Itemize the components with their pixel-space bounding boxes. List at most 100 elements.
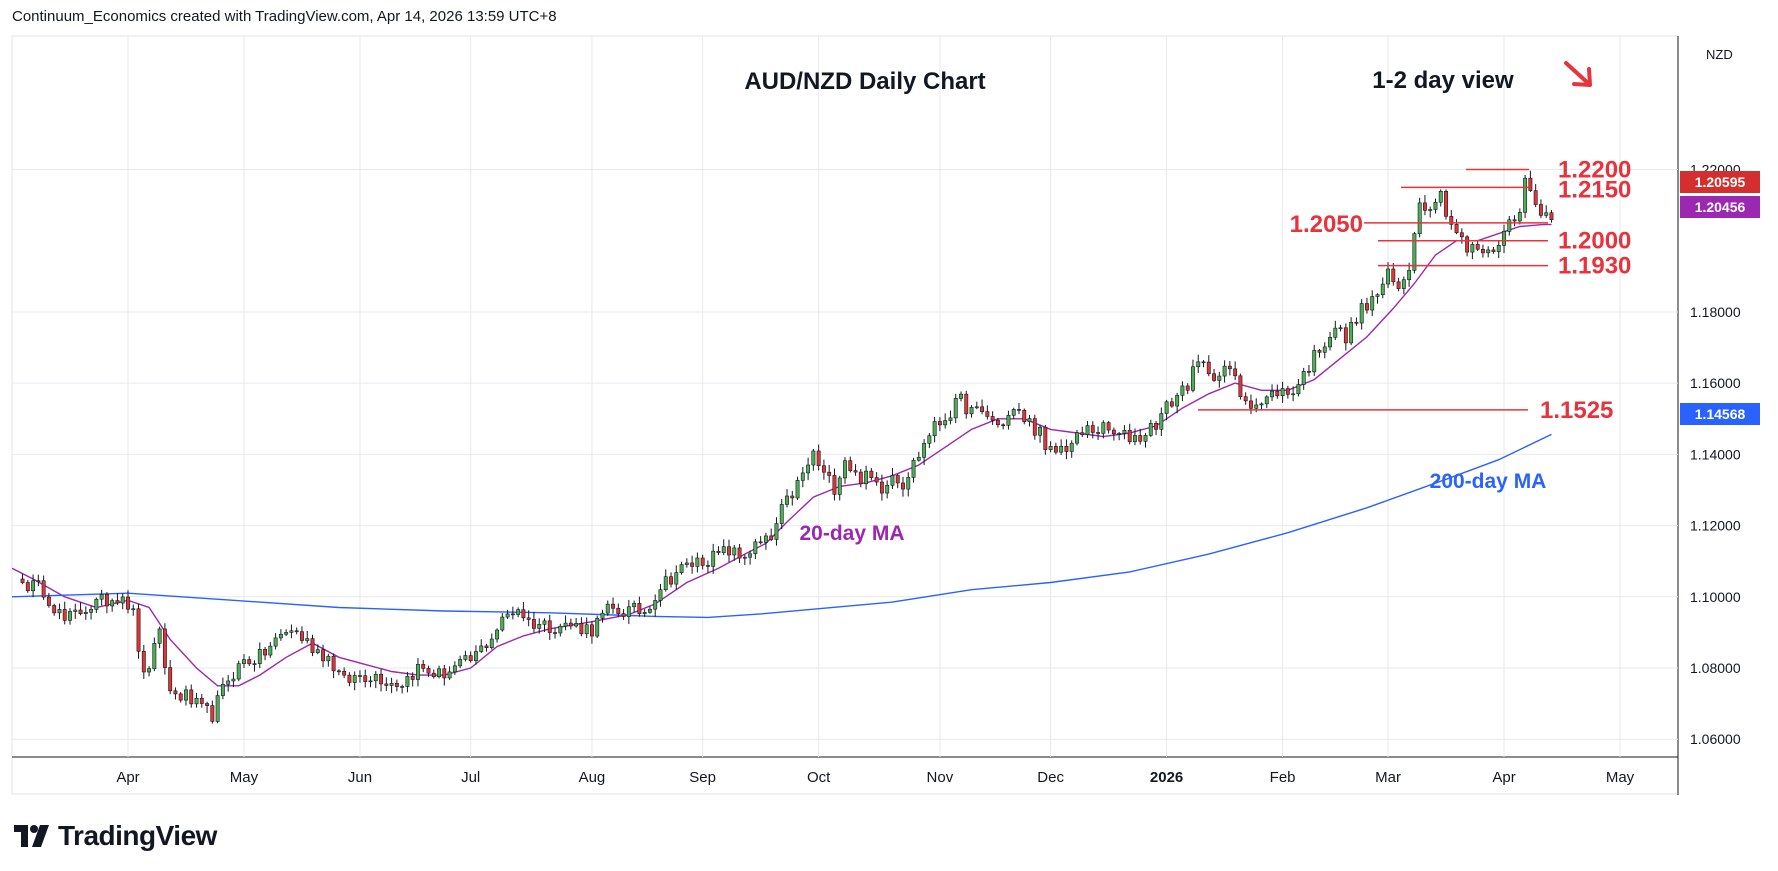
price-badge-label: 1.20456 — [1695, 199, 1746, 215]
x-tick-label: Jun — [348, 769, 372, 786]
candle-up — [663, 576, 668, 590]
candle-down — [637, 603, 642, 615]
candle-up — [194, 697, 199, 705]
candle-down — [1032, 418, 1037, 436]
candle-up — [352, 675, 357, 683]
candle-down — [1127, 429, 1132, 442]
candle-up — [890, 475, 895, 486]
candle-down — [1249, 400, 1253, 409]
candle-up — [1196, 361, 1201, 368]
candle-up — [626, 606, 631, 617]
candle-up — [1270, 390, 1274, 398]
candle-down — [1022, 410, 1027, 423]
candle-down — [937, 421, 942, 426]
candle-down — [189, 689, 194, 705]
candle-up — [1502, 231, 1506, 246]
candle-down — [41, 580, 46, 598]
candle-down — [104, 594, 109, 607]
candle-down — [616, 607, 621, 614]
candle-up — [257, 649, 262, 664]
candle-down — [1001, 424, 1006, 427]
candle-up — [1507, 219, 1512, 232]
candle-down — [985, 411, 990, 417]
candle-up — [785, 495, 789, 505]
price-axis[interactable]: 1.220001.180001.160001.140001.120001.100… — [1690, 162, 1741, 748]
candle-down — [1538, 204, 1543, 216]
level-label: 1.2150 — [1558, 176, 1631, 203]
candle-up — [779, 504, 784, 524]
x-tick-label: Oct — [807, 769, 831, 786]
candle-down — [1106, 422, 1111, 431]
time-axis[interactable]: Apr May Jun Jul Aug Sep Oct Nov Dec 2026 Feb Mar Apr… — [116, 769, 1634, 786]
candle-up — [584, 624, 589, 635]
candle-down — [421, 663, 426, 669]
x-tick-label: 2026 — [1150, 769, 1183, 786]
tradingview-logo[interactable]: TradingView — [14, 820, 217, 852]
candle-up — [885, 484, 890, 494]
candle-up — [1264, 396, 1269, 405]
candle-down — [263, 649, 267, 656]
candle-up — [600, 612, 605, 619]
candle-down — [115, 600, 120, 604]
candle-down — [901, 482, 905, 490]
candle-down — [1480, 248, 1485, 254]
candle-up — [1380, 283, 1385, 295]
candle-down — [442, 668, 447, 679]
grid — [12, 36, 1678, 757]
candle-up — [927, 435, 932, 444]
candle-down — [25, 582, 30, 592]
level-label: 1.2200 — [1558, 157, 1631, 184]
candle-up — [89, 609, 94, 613]
candle-up — [537, 624, 542, 629]
candle-down — [1285, 388, 1290, 395]
candle-up — [800, 472, 805, 481]
candle-up — [479, 645, 484, 652]
candle-down — [737, 547, 742, 559]
candle-up — [1517, 212, 1522, 222]
candle-down — [46, 596, 51, 606]
candle-up — [99, 594, 104, 600]
price-badge-label: 1.14568 — [1695, 406, 1746, 422]
chart-attribution: Continuum_Economics created with Trading… — [12, 8, 557, 25]
level-label: 1.2050 — [1290, 211, 1363, 238]
candle-down — [1206, 361, 1211, 375]
candle-up — [36, 580, 41, 583]
candle-up — [226, 680, 231, 685]
candle-up — [1122, 429, 1127, 434]
candle-down — [510, 613, 515, 616]
x-tick-label: Mar — [1375, 769, 1401, 786]
candle-down — [1512, 219, 1517, 222]
candle-up — [405, 675, 410, 687]
candle-up — [1386, 268, 1390, 285]
candle-up — [1338, 327, 1343, 330]
x-tick-label: Apr — [116, 769, 139, 786]
candle-up — [1322, 346, 1327, 353]
candle-up — [1217, 375, 1222, 381]
candle-down — [853, 470, 858, 473]
candle-up — [1438, 191, 1443, 203]
candle-down — [173, 690, 178, 695]
candle-up — [447, 671, 452, 679]
candle-up — [437, 668, 441, 678]
level-label: 1.1525 — [1540, 397, 1613, 424]
candle-down — [1243, 396, 1248, 402]
candle-down — [1454, 224, 1459, 234]
candle-down — [869, 470, 874, 478]
candle-up — [774, 523, 779, 540]
candle-down — [895, 475, 900, 484]
x-tick-label: Aug — [579, 769, 606, 786]
candle-up — [1164, 401, 1169, 414]
candle-up — [595, 618, 600, 637]
candle-down — [716, 550, 721, 553]
candle-up — [574, 623, 579, 627]
candle-up — [57, 609, 62, 614]
candle-up — [1523, 177, 1528, 213]
candle-down — [205, 703, 210, 706]
annotation-200-day-ma: 200-day MA — [1430, 470, 1547, 493]
candle-down — [363, 675, 368, 682]
candle-up — [1175, 394, 1180, 407]
candle-down — [532, 619, 536, 629]
candle-down — [1533, 190, 1538, 205]
candle-down — [1154, 422, 1158, 430]
